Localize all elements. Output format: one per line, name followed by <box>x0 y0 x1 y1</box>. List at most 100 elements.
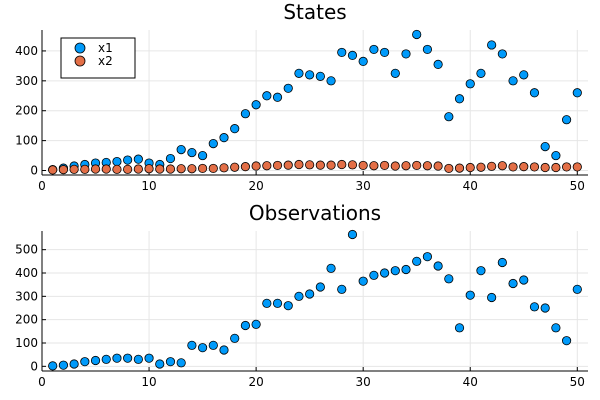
data-point <box>326 263 336 273</box>
data-point <box>90 355 101 366</box>
data-point <box>487 161 497 171</box>
data-point <box>208 340 218 350</box>
data-point <box>412 160 422 171</box>
y-tick-label: 400 <box>15 266 38 280</box>
data-point <box>176 164 186 174</box>
data-point <box>337 47 347 58</box>
data-point <box>262 161 272 171</box>
data-point <box>240 320 251 331</box>
data-point <box>347 229 358 240</box>
data-point <box>519 70 529 80</box>
legend-marker <box>74 55 86 67</box>
data-point <box>465 290 475 300</box>
data-point <box>508 162 518 172</box>
data-point <box>540 141 550 152</box>
data-point <box>508 76 518 86</box>
data-point <box>90 164 101 174</box>
data-point <box>551 323 561 333</box>
data-point <box>144 164 154 174</box>
data-point <box>112 156 122 167</box>
data-point <box>251 161 261 171</box>
data-point <box>219 345 229 355</box>
x-tick-label: 50 <box>570 179 585 193</box>
data-point <box>551 162 561 173</box>
x-tick-label: 40 <box>463 375 478 389</box>
data-point <box>240 162 251 172</box>
data-point <box>123 353 133 363</box>
y-tick-label: 400 <box>15 44 38 58</box>
data-point <box>508 278 518 289</box>
data-point <box>48 361 58 371</box>
data-point <box>133 354 143 364</box>
data-point <box>144 353 154 363</box>
data-point <box>401 49 411 59</box>
y-tick-label: 300 <box>15 74 38 88</box>
data-point <box>390 161 400 171</box>
data-point <box>412 256 422 266</box>
legend <box>60 37 136 79</box>
chart-title: Observations <box>249 201 381 225</box>
data-point <box>197 343 208 353</box>
data-point <box>433 261 443 271</box>
data-point <box>433 59 443 69</box>
data-point <box>197 163 208 174</box>
x-tick-label: 10 <box>141 375 156 389</box>
data-point <box>422 161 433 171</box>
data-point <box>572 284 582 294</box>
data-point <box>519 162 529 172</box>
data-point <box>305 70 315 80</box>
data-point <box>422 252 433 262</box>
data-point <box>412 29 422 40</box>
data-point <box>379 268 390 278</box>
data-point <box>176 358 186 368</box>
data-point <box>315 71 325 81</box>
data-point <box>487 40 497 50</box>
data-point <box>219 163 229 173</box>
data-point <box>123 155 133 165</box>
data-point <box>230 124 240 134</box>
data-point <box>347 160 358 170</box>
data-point <box>69 164 79 174</box>
data-point <box>561 336 572 346</box>
y-tick-label: 0 <box>30 359 38 373</box>
data-point <box>305 289 315 299</box>
data-point <box>262 91 272 101</box>
legend-marker <box>74 42 86 54</box>
data-point <box>561 115 572 125</box>
data-point <box>358 56 368 66</box>
data-point <box>476 68 486 78</box>
data-point <box>197 150 208 161</box>
data-point <box>369 44 379 55</box>
data-point <box>251 100 261 110</box>
data-point <box>369 161 379 171</box>
data-point <box>58 360 69 370</box>
data-point <box>230 333 240 343</box>
data-point <box>529 302 540 312</box>
data-point <box>262 298 272 308</box>
data-point <box>358 276 368 286</box>
data-point <box>112 353 122 363</box>
data-point <box>165 357 176 367</box>
data-point <box>561 162 572 172</box>
data-point <box>133 164 143 174</box>
data-point <box>123 164 133 174</box>
y-tick-label: 100 <box>15 134 38 148</box>
data-point <box>551 150 561 161</box>
data-point <box>272 298 283 308</box>
data-point <box>283 301 293 311</box>
data-point <box>540 162 550 173</box>
data-point <box>155 359 165 369</box>
y-tick-label: 100 <box>15 336 38 350</box>
x-tick-label: 20 <box>248 375 263 389</box>
data-point <box>337 159 347 170</box>
data-point <box>476 162 486 172</box>
data-point <box>251 319 261 329</box>
data-point <box>572 162 582 172</box>
data-point <box>326 160 336 170</box>
data-point <box>444 163 454 174</box>
data-point <box>101 164 111 174</box>
x-tick-label: 30 <box>356 375 371 389</box>
x-tick-label: 40 <box>463 179 478 193</box>
y-tick-label: 200 <box>15 313 38 327</box>
